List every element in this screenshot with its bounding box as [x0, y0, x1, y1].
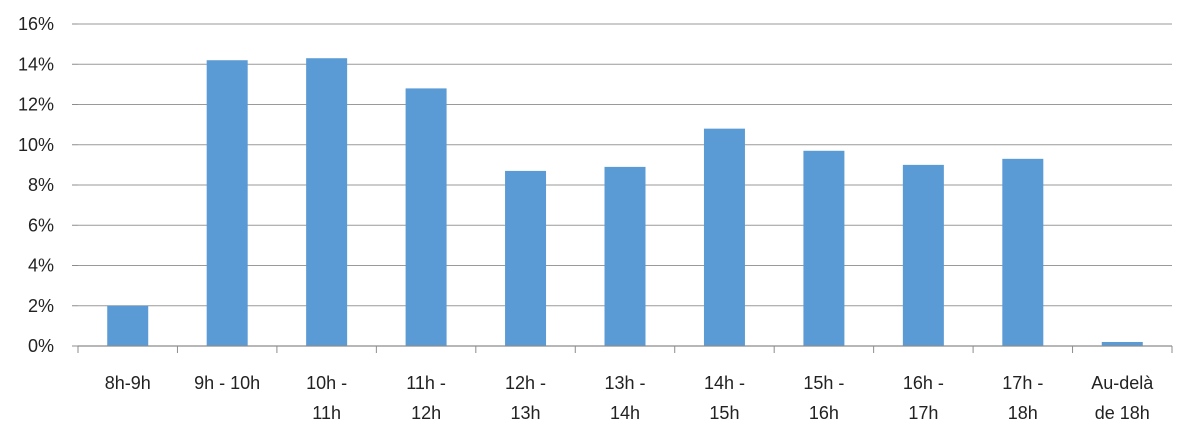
y-tick-label: 12%	[18, 95, 54, 115]
x-tick-label: 15h	[709, 403, 739, 422]
bar-10	[1002, 158, 1044, 346]
x-tick-label: 17h	[908, 403, 938, 422]
x-tick-label: 14h -	[704, 373, 745, 393]
x-tick-label: 16h	[809, 403, 839, 422]
y-tick-label: 16%	[18, 14, 54, 34]
y-tick-label: 0%	[28, 336, 54, 356]
bar-1	[107, 305, 149, 346]
bar-4	[405, 88, 447, 347]
bars	[107, 58, 1143, 347]
bar-5	[505, 170, 547, 346]
x-tick-label: 12h	[411, 403, 441, 422]
bar-6	[604, 166, 646, 346]
x-tick-label: 9h - 10h	[194, 373, 260, 393]
x-tick-label: 12h -	[505, 373, 546, 393]
y-tick-label: 4%	[28, 256, 54, 276]
x-tick-label: 10h -	[306, 373, 347, 393]
bar-2	[206, 60, 248, 346]
x-tick-label: 11h -	[406, 373, 446, 393]
y-tick-label: 14%	[18, 54, 54, 74]
x-tick-label: 8h-9h	[105, 373, 151, 393]
x-tick-label: 16h -	[903, 373, 944, 393]
x-tick-label: 18h	[1008, 403, 1038, 422]
bar-3	[306, 58, 348, 347]
x-tick-label: de 18h	[1095, 403, 1150, 422]
x-tick-label: 15h -	[803, 373, 844, 393]
x-tick-label: Au-delà	[1091, 373, 1154, 393]
bar-9	[902, 164, 944, 346]
bar-8	[803, 150, 845, 346]
axes	[72, 23, 1173, 353]
x-tick-label: 11h	[312, 403, 341, 422]
x-tick-label: 13h -	[604, 373, 645, 393]
x-tick-label: 14h	[610, 403, 640, 422]
y-tick-label: 10%	[18, 135, 54, 155]
x-tick-label: 13h	[511, 403, 541, 422]
bar-11	[1101, 341, 1143, 346]
labels: 0% 2% 4% 6% 8% 10% 12% 14% 16% 8h-9h 9h - 10h 10h -…	[18, 14, 1154, 422]
y-tick-label: 8%	[28, 175, 54, 195]
bar-7	[703, 128, 745, 346]
y-tick-label: 6%	[28, 215, 54, 235]
y-tick-label: 2%	[28, 296, 54, 316]
x-tick-label: 17h -	[1002, 373, 1043, 393]
